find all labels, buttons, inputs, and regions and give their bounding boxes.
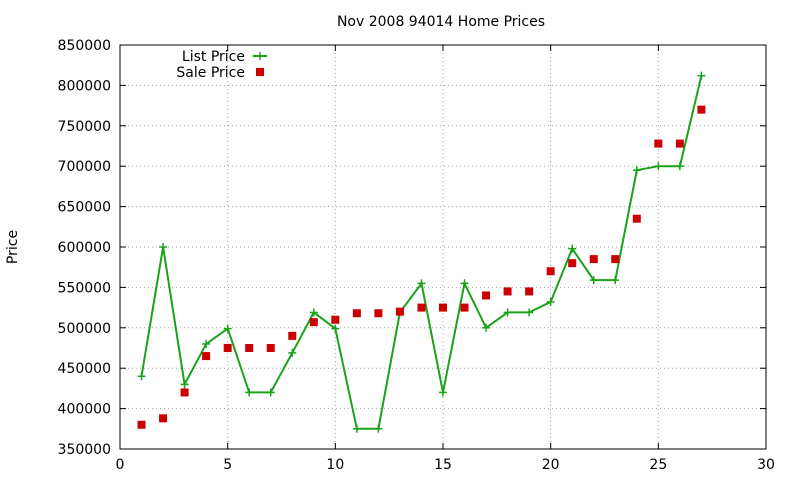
list-price-point <box>352 424 361 433</box>
list-price-point <box>525 308 534 317</box>
list-price-point <box>675 162 684 171</box>
sale-price-point <box>482 291 491 300</box>
sale-price-point <box>611 255 620 264</box>
sale-price-point <box>697 105 706 114</box>
y-tick-label: 450000 <box>58 361 111 377</box>
sale-price-point <box>439 303 447 312</box>
sale-price-point <box>137 420 146 429</box>
sale-price-point <box>159 414 168 423</box>
sale-price-point <box>525 287 534 296</box>
list-price-point <box>697 71 706 80</box>
sale-price-point <box>331 315 340 324</box>
list-price-point <box>331 324 340 333</box>
list-price-point <box>223 324 232 333</box>
y-tick-label: 600000 <box>58 240 111 256</box>
y-tick-label: 850000 <box>58 38 111 54</box>
list-price-point <box>632 166 641 175</box>
legend-label-list-price: List Price <box>182 49 245 65</box>
list-price-point <box>374 424 383 433</box>
y-tick-label: 500000 <box>58 321 111 337</box>
y-axis-label: Price <box>5 230 21 264</box>
sale-price-point <box>309 318 318 327</box>
list-price-point <box>159 243 168 251</box>
legend: List Price Sale Price <box>176 49 267 81</box>
sale-price-point <box>417 303 426 312</box>
sale-price-point <box>546 267 555 276</box>
plot-area-border <box>119 44 767 450</box>
list-price-point <box>546 297 555 306</box>
list-price-point <box>503 308 512 317</box>
list-price-point <box>589 276 598 285</box>
sale-price-point <box>180 388 189 397</box>
sale-price-point <box>374 309 383 318</box>
sale-price-point <box>395 307 404 316</box>
list-price-point <box>417 279 426 288</box>
y-tick-label: 550000 <box>58 280 111 296</box>
sale-price-point <box>589 255 598 264</box>
sale-price-point <box>266 344 275 352</box>
list-price-point <box>439 388 447 397</box>
y-tick-label: 350000 <box>58 442 111 458</box>
chart-title: Nov 2008 94014 Home Prices <box>337 14 545 30</box>
sale-price-point <box>503 287 512 296</box>
sale-price-point <box>202 352 211 361</box>
x-tick-label: 25 <box>649 457 667 473</box>
list-price-point <box>309 308 318 317</box>
legend-swatch-sale-price <box>256 68 264 76</box>
list-price-point <box>137 372 146 381</box>
list-price-point <box>654 162 663 171</box>
y-tick-label: 700000 <box>58 159 111 175</box>
sale-price-point <box>223 344 232 352</box>
x-tick-label: 0 <box>116 457 125 473</box>
axis-ticks: 350000 400000 450000 500000 550000 600000 6500… <box>58 38 775 473</box>
sale-price-point <box>654 139 663 148</box>
x-tick-label: 15 <box>434 457 452 473</box>
list-price-point <box>611 276 620 285</box>
sale-price-point <box>675 139 684 148</box>
grid <box>120 45 766 449</box>
list-price-point <box>180 380 189 389</box>
sale-price-point <box>460 303 469 312</box>
legend-label-sale-price: Sale Price <box>176 65 245 81</box>
list-price-point <box>460 279 469 288</box>
list-price-point <box>202 339 211 348</box>
sale-price-point <box>288 331 297 340</box>
x-tick-label: 10 <box>326 457 344 473</box>
list-price-point <box>266 388 275 397</box>
list-price-point <box>482 323 491 332</box>
x-tick-label: 30 <box>757 457 775 473</box>
sale-price-point <box>632 214 641 223</box>
data-series <box>137 71 706 433</box>
y-tick-label: 400000 <box>58 402 111 418</box>
y-tick-label: 750000 <box>58 119 111 135</box>
sale-price-point <box>568 259 577 268</box>
list-price-point <box>245 388 254 397</box>
legend-marker-list-price <box>256 52 264 60</box>
x-tick-label: 5 <box>223 457 232 473</box>
x-tick-label: 20 <box>542 457 560 473</box>
sale-price-point <box>352 309 361 318</box>
list-price-point <box>568 244 577 253</box>
y-tick-label: 650000 <box>58 200 111 216</box>
list-price-point <box>288 348 297 357</box>
y-tick-label: 800000 <box>58 78 111 94</box>
sale-price-point <box>245 344 254 352</box>
list-price-line <box>140 75 703 430</box>
